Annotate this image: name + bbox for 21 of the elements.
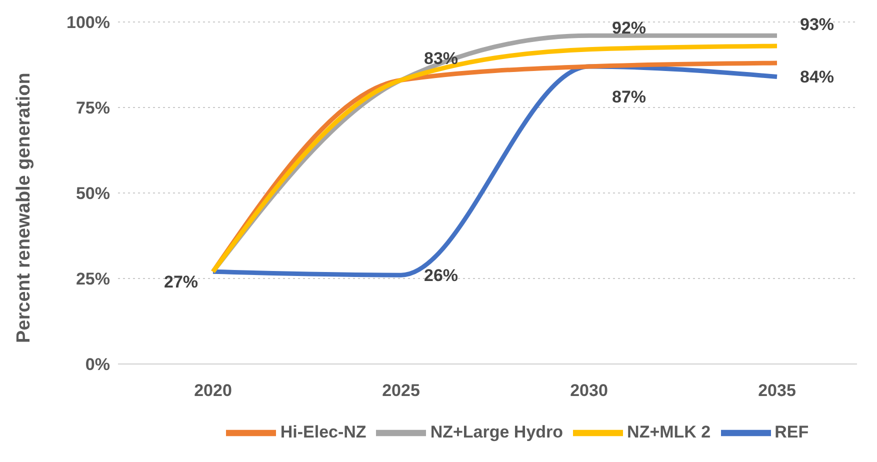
legend-label: Hi-Elec-NZ (280, 422, 366, 442)
x-tick-label: 2030 (570, 381, 608, 400)
y-tick-label: 0% (85, 355, 110, 374)
x-tick-label: 2035 (758, 381, 796, 400)
y-tick-label: 25% (76, 270, 110, 289)
legend-label: NZ+MLK 2 (627, 422, 711, 442)
data-label: 93% (800, 14, 834, 34)
data-label: 83% (424, 49, 458, 68)
x-tick-label: 2020 (194, 381, 232, 400)
legend-label: REF (774, 422, 809, 442)
data-label: 26% (424, 266, 458, 286)
y-tick-label: 100% (66, 13, 110, 32)
x-tick-label: 2025 (382, 381, 420, 400)
data-label: 87% (612, 87, 646, 106)
data-label: 27% (164, 272, 198, 292)
legend-label: NZ+Large Hydro (430, 422, 564, 442)
data-label: 92% (612, 18, 646, 38)
y-tick-label: 50% (76, 184, 110, 204)
y-tick-label: 75% (76, 98, 110, 118)
y-axis-title: Percent renewable generation (14, 72, 35, 343)
data-label: 84% (800, 68, 834, 87)
